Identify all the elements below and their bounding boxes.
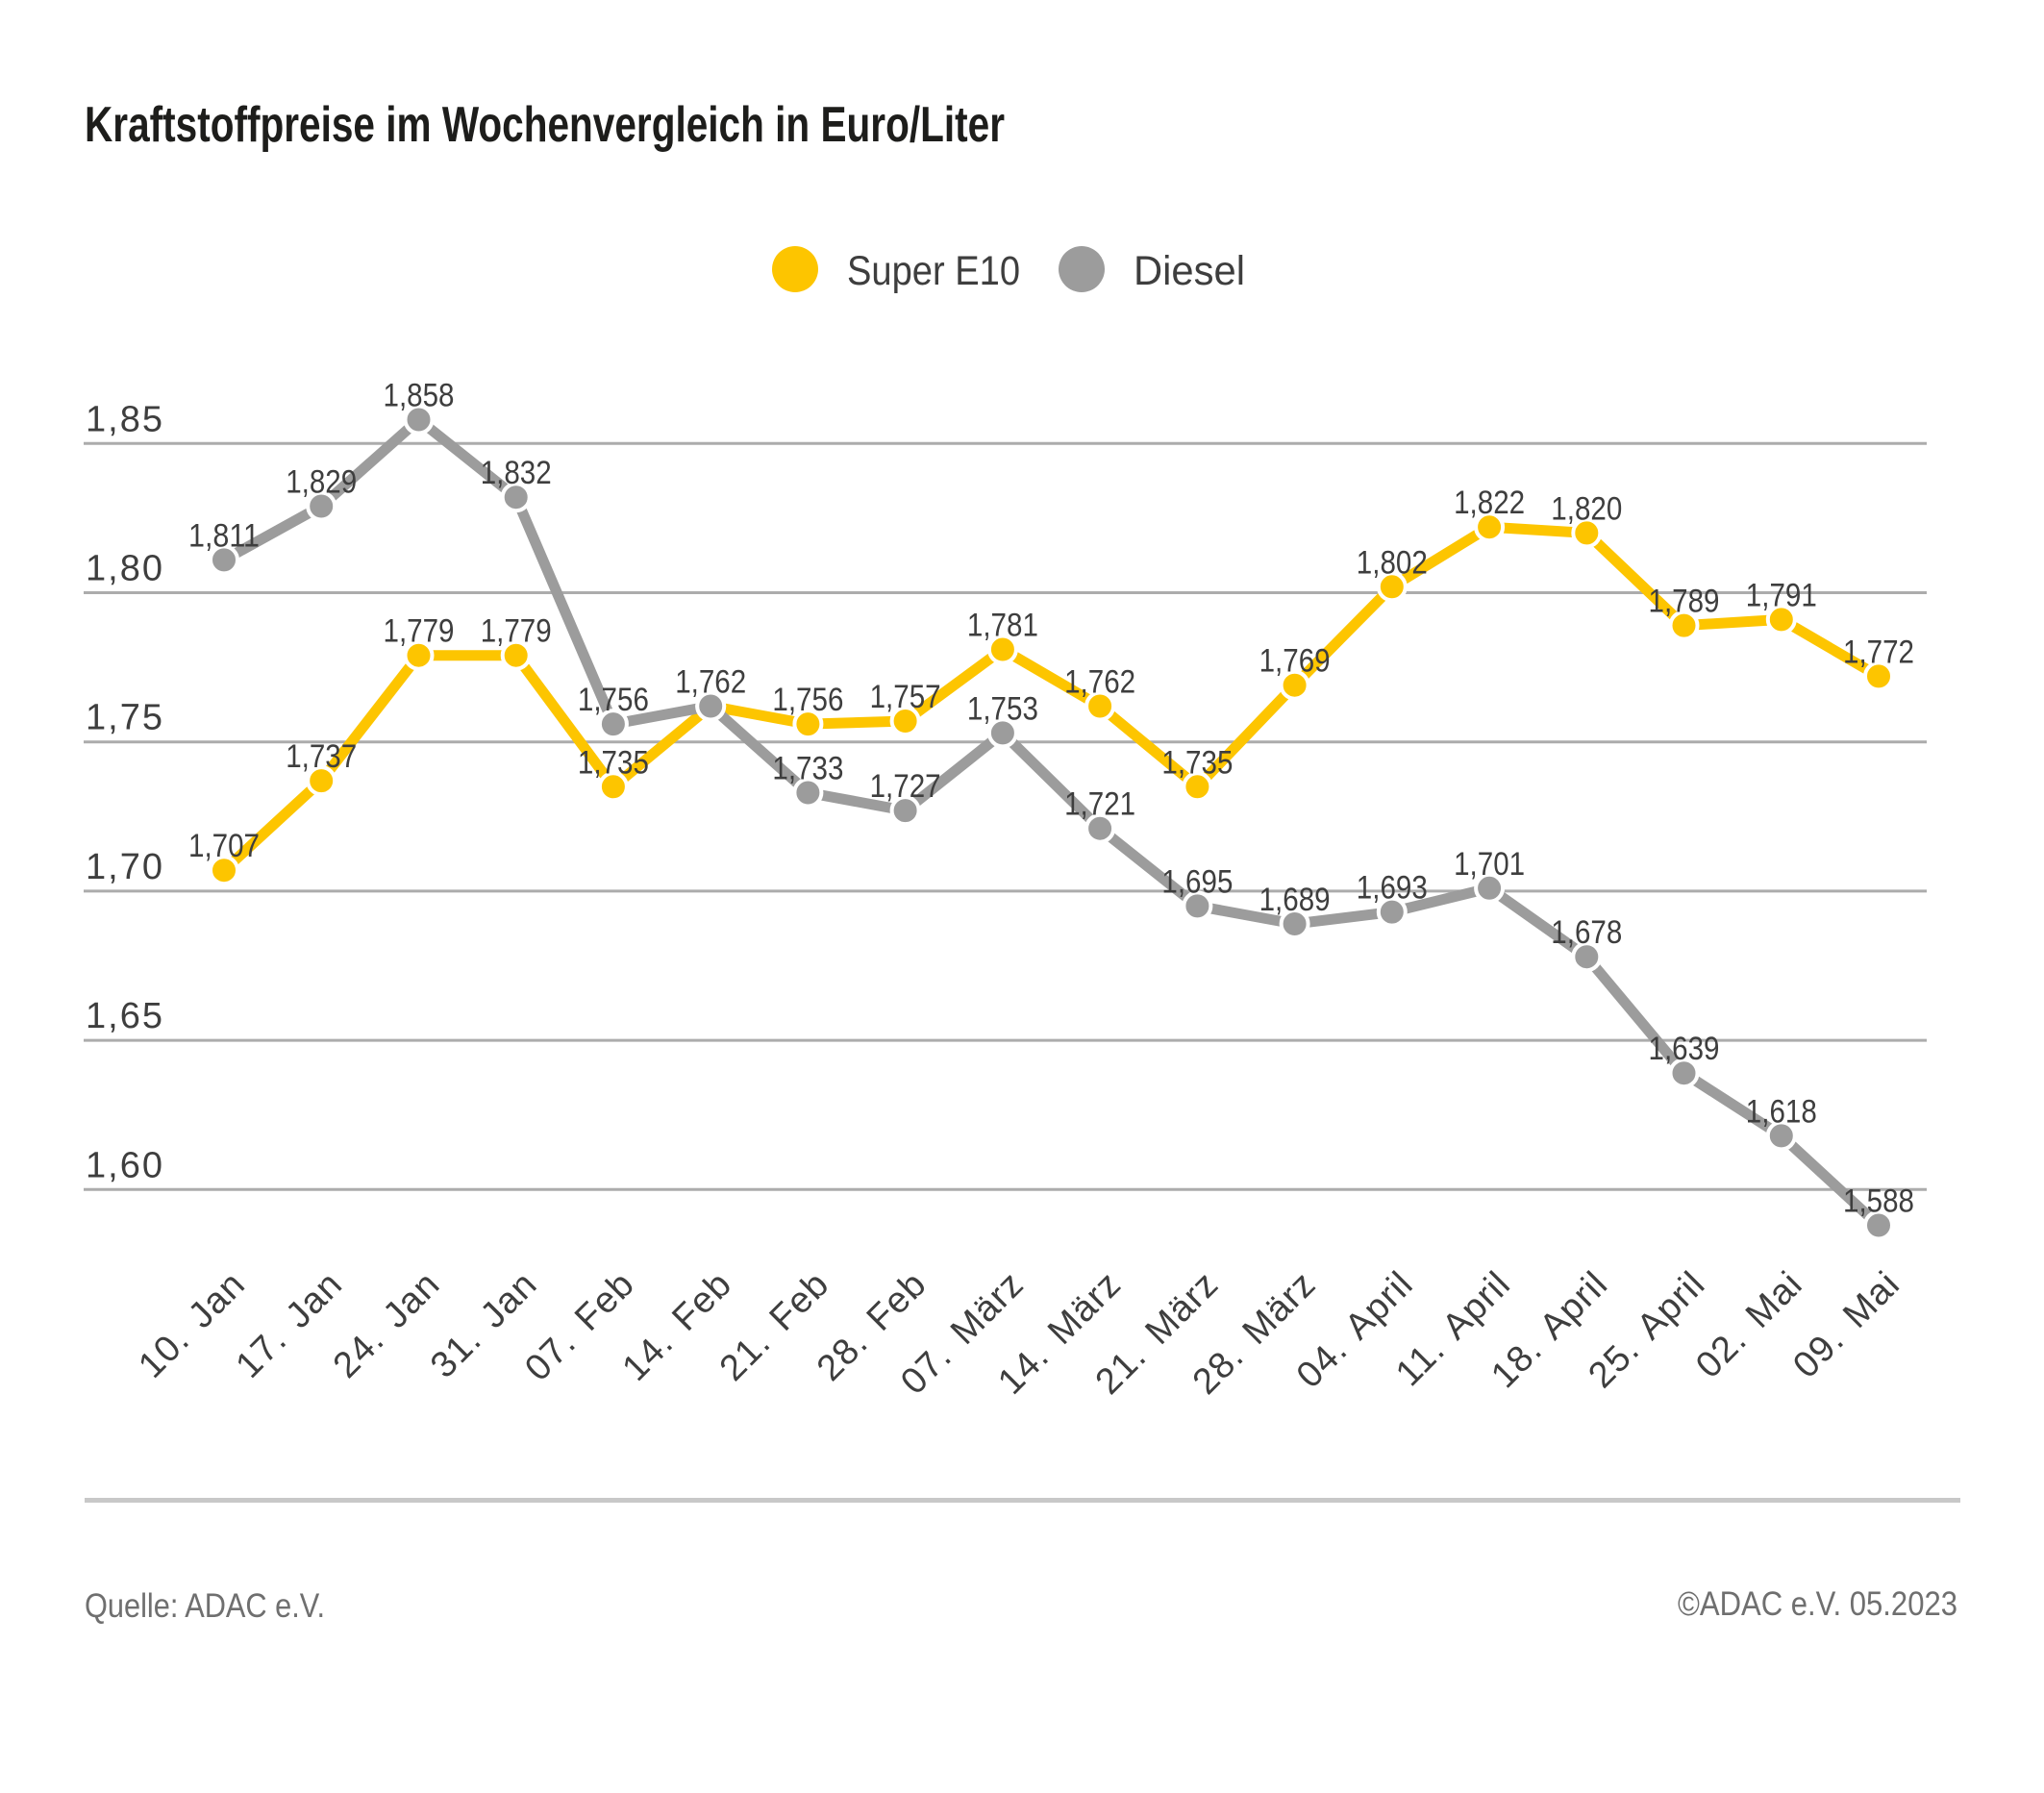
svg-text:1,733: 1,733 <box>772 751 843 787</box>
svg-text:1,858: 1,858 <box>384 378 455 414</box>
svg-text:1,737: 1,737 <box>286 738 357 775</box>
svg-text:1,693: 1,693 <box>1357 870 1428 907</box>
svg-text:1,735: 1,735 <box>578 744 649 781</box>
svg-text:1,779: 1,779 <box>384 613 455 650</box>
svg-text:1,695: 1,695 <box>1161 863 1233 900</box>
svg-text:1,757: 1,757 <box>870 679 941 715</box>
svg-text:1,756: 1,756 <box>578 682 649 718</box>
svg-text:1,832: 1,832 <box>481 455 552 491</box>
svg-text:1,811: 1,811 <box>188 517 260 554</box>
svg-text:1,802: 1,802 <box>1357 544 1428 581</box>
svg-text:1,618: 1,618 <box>1746 1093 1817 1130</box>
svg-text:Diesel: Diesel <box>1134 248 1245 294</box>
svg-text:1,772: 1,772 <box>1843 634 1914 670</box>
svg-text:1,829: 1,829 <box>286 464 357 501</box>
svg-text:1,65: 1,65 <box>86 996 162 1036</box>
svg-text:1,753: 1,753 <box>967 690 1038 727</box>
svg-text:1,789: 1,789 <box>1649 584 1720 620</box>
svg-text:1,769: 1,769 <box>1259 643 1331 680</box>
svg-text:1,822: 1,822 <box>1454 485 1525 521</box>
svg-text:1,781: 1,781 <box>967 608 1038 644</box>
svg-text:1,820: 1,820 <box>1551 490 1622 527</box>
svg-text:1,75: 1,75 <box>86 698 162 738</box>
svg-text:1,707: 1,707 <box>188 828 260 864</box>
svg-text:Super E10: Super E10 <box>847 248 1020 294</box>
svg-text:1,721: 1,721 <box>1064 786 1135 823</box>
svg-text:1,762: 1,762 <box>675 664 746 701</box>
svg-text:Kraftstoffpreise im Wochenverg: Kraftstoffpreise im Wochenvergleich in E… <box>85 97 1005 153</box>
svg-text:1,639: 1,639 <box>1649 1031 1720 1067</box>
svg-text:1,791: 1,791 <box>1746 577 1817 613</box>
svg-text:1,678: 1,678 <box>1551 914 1622 951</box>
svg-text:1,85: 1,85 <box>86 399 162 439</box>
svg-text:1,70: 1,70 <box>86 847 162 887</box>
svg-text:1,588: 1,588 <box>1843 1183 1914 1220</box>
svg-text:1,727: 1,727 <box>870 768 941 805</box>
svg-text:1,735: 1,735 <box>1161 744 1233 781</box>
svg-text:1,762: 1,762 <box>1064 664 1135 701</box>
svg-text:1,701: 1,701 <box>1454 846 1525 883</box>
svg-text:Quelle: ADAC e.V.: Quelle: ADAC e.V. <box>85 1587 325 1625</box>
svg-text:1,689: 1,689 <box>1259 882 1331 918</box>
svg-text:1,60: 1,60 <box>86 1145 162 1185</box>
svg-text:©ADAC e.V. 05.2023: ©ADAC e.V. 05.2023 <box>1678 1585 1957 1623</box>
svg-text:1,80: 1,80 <box>86 549 162 589</box>
svg-text:1,779: 1,779 <box>481 613 552 650</box>
svg-text:1,756: 1,756 <box>772 682 843 718</box>
